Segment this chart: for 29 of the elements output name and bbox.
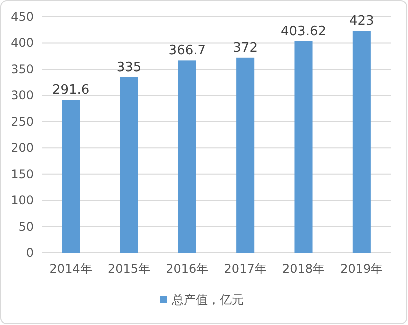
data-label: 291.6 bbox=[52, 83, 90, 98]
data-label: 372 bbox=[233, 40, 258, 56]
bar bbox=[294, 41, 313, 253]
y-tick-label: 250 bbox=[11, 114, 34, 129]
y-tick-label: 450 bbox=[11, 10, 34, 24]
x-tick-label: 2018年 bbox=[282, 262, 326, 276]
legend: 总产值，亿元 bbox=[160, 293, 244, 307]
bar bbox=[62, 100, 80, 253]
x-tick-label: 2019年 bbox=[340, 262, 384, 276]
bar bbox=[120, 77, 138, 253]
y-tick-label: 0 bbox=[26, 246, 34, 260]
data-label: 366.7 bbox=[168, 44, 206, 59]
y-tick-label: 350 bbox=[11, 62, 34, 76]
data-label: 335 bbox=[116, 60, 142, 76]
x-tick-label: 2017年 bbox=[224, 262, 267, 276]
x-tick-label: 2015年 bbox=[108, 262, 151, 276]
y-tick-label: 150 bbox=[11, 167, 34, 182]
y-tick-label: 400 bbox=[11, 36, 34, 50]
y-tick-label: 50 bbox=[18, 220, 34, 234]
data-label: 403.62 bbox=[281, 24, 326, 40]
y-tick-label: 300 bbox=[11, 88, 34, 103]
bar bbox=[178, 60, 196, 253]
bar bbox=[236, 58, 255, 253]
x-tick-label: 2016年 bbox=[166, 262, 209, 276]
y-tick-label: 200 bbox=[11, 141, 34, 156]
bar bbox=[352, 31, 371, 253]
y-tick-label: 100 bbox=[11, 194, 34, 208]
data-label: 423 bbox=[350, 14, 374, 30]
x-tick-label: 2014年 bbox=[50, 262, 92, 276]
